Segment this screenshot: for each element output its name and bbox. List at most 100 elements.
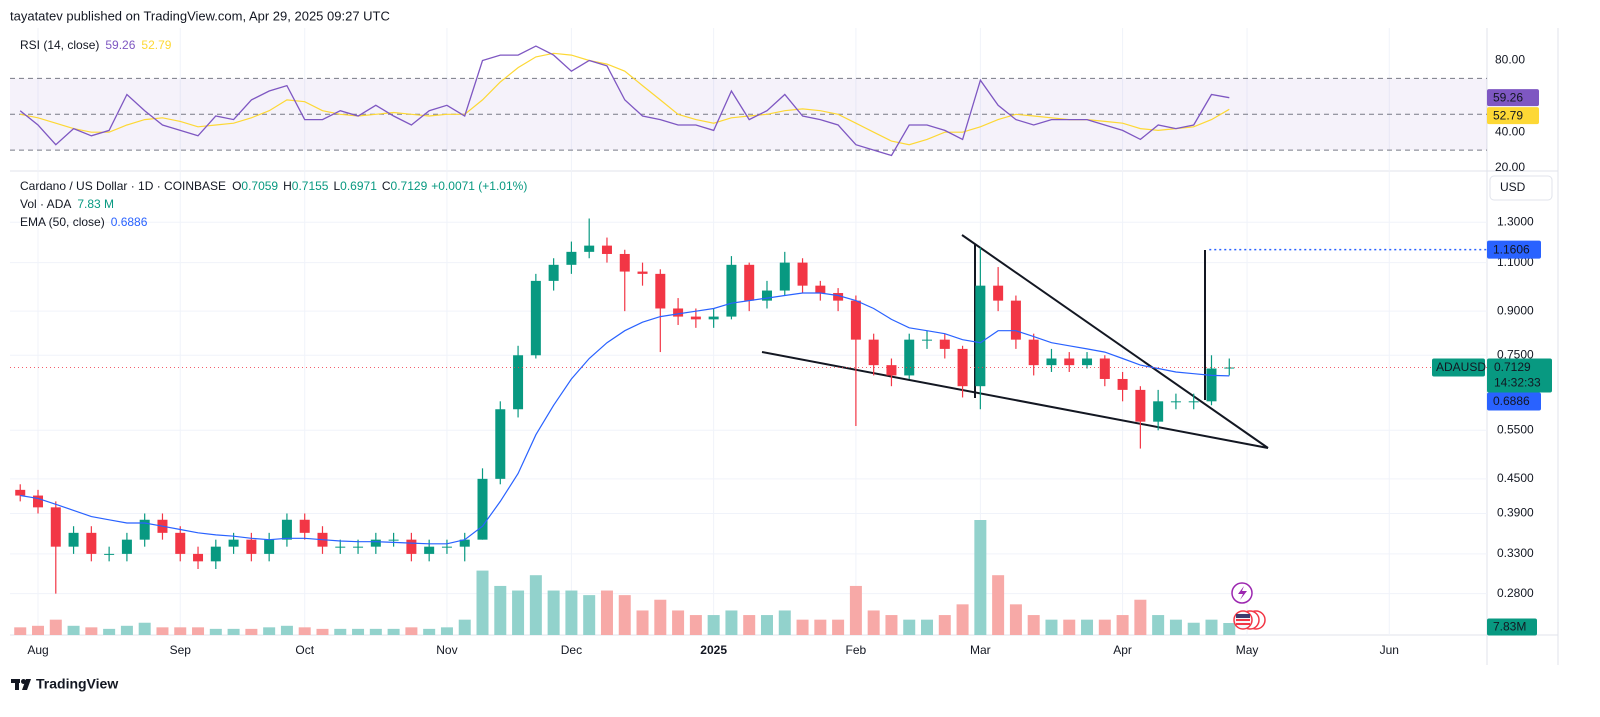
volume-bar (832, 619, 845, 635)
rsi-tag: 59.26 (1493, 90, 1523, 104)
volume-bar (49, 619, 62, 635)
candle-body (513, 355, 524, 410)
volume-tag: 7.83M (1493, 620, 1526, 634)
x-tick-label: Oct (295, 643, 314, 657)
y-tick-label: 1.3000 (1497, 214, 1534, 228)
candle-body (495, 409, 506, 479)
volume-bar (743, 615, 756, 635)
candle-body (1206, 368, 1217, 402)
legend-value: 0.7155 (292, 179, 329, 193)
legend-key: O (232, 179, 241, 193)
volume-bar (725, 610, 738, 635)
candle-body (922, 339, 933, 341)
candle-body (673, 308, 684, 317)
volume-bar (992, 575, 1005, 635)
volume-legend-value: 7.83 M (77, 197, 114, 211)
candle-body (281, 519, 292, 540)
candle-body (584, 245, 595, 252)
volume-bar (867, 610, 880, 635)
wedge-upper-line (961, 234, 1269, 449)
candle-body (1010, 300, 1021, 340)
volume-bar (174, 627, 187, 635)
volume-bar (316, 628, 329, 635)
legend-key: C (382, 179, 391, 193)
candle-body (424, 546, 435, 554)
countdown: 14:32:33 (1494, 376, 1541, 390)
volume-bar (547, 590, 560, 635)
currency-label[interactable]: USD (1500, 180, 1526, 194)
volume-bar (192, 627, 205, 635)
y-tick-label: 0.7500 (1497, 347, 1534, 361)
volume-bar (689, 615, 702, 635)
candle-body (690, 316, 701, 320)
volume-bar (1223, 622, 1236, 635)
candle-body (1082, 358, 1093, 366)
candle-body (299, 519, 310, 533)
legend-key: H (283, 179, 292, 193)
volume-bar (387, 628, 400, 635)
candle-body (779, 262, 790, 291)
candle-body (850, 300, 861, 340)
candle-body (1046, 358, 1057, 366)
candle-body (708, 316, 719, 320)
rsi-tick-label: 80.00 (1495, 53, 1525, 67)
volume-bar (1134, 599, 1147, 635)
rsi-legend: RSI (14, close) 59.26 52.79 (20, 38, 172, 52)
candle-body (761, 290, 772, 301)
x-tick-label: Jun (1380, 643, 1399, 657)
legend-value: 0.7129 (391, 179, 428, 193)
volume-bar (921, 619, 934, 635)
candle-body (246, 539, 257, 554)
candle-body (1064, 358, 1075, 366)
price-pane (10, 172, 1487, 635)
candle-body (548, 264, 559, 281)
ema-legend: EMA (50, close) 0.6886 (20, 215, 148, 229)
x-tick-label: Nov (436, 643, 457, 657)
target-tag-box (1487, 240, 1541, 259)
candle-body (886, 365, 897, 376)
flag-glyph (1236, 614, 1250, 618)
volume-bar (1187, 622, 1200, 635)
volume-bar (1045, 619, 1058, 635)
volume-bar (67, 625, 80, 635)
volume-bar (263, 627, 276, 635)
volume-bar (654, 599, 667, 635)
rsi-ma-tag-box (1487, 107, 1539, 125)
legend-value: 0.7059 (241, 179, 278, 193)
volume-bar (458, 619, 471, 635)
candle-body (139, 519, 150, 540)
candle-body (566, 251, 577, 265)
candle-body (655, 273, 666, 309)
volume-tag-box (1487, 618, 1537, 636)
flag-glyph (1236, 623, 1250, 625)
volume-bar (423, 628, 436, 635)
volume-bar (672, 610, 685, 635)
volume-bar (707, 615, 720, 635)
x-tick-label: Mar (970, 643, 991, 657)
x-tick-label: Sep (170, 643, 192, 657)
candle-body (353, 546, 364, 548)
rsi-ma-tag: 52.79 (1493, 108, 1523, 122)
candle-body (33, 495, 44, 508)
axes: Aug Sep Oct Nov Dec 2025 Feb Mar Apr May Jun 80.00 4… (27, 53, 1552, 657)
volume-bar (885, 615, 898, 635)
candle-body (50, 507, 61, 547)
candle-body (335, 546, 346, 548)
footer-brand: TradingView (36, 676, 118, 692)
volume-bar (618, 595, 631, 635)
currency-button[interactable] (1489, 175, 1553, 201)
candle-body (1099, 358, 1110, 379)
candle-body (868, 339, 879, 366)
volume-bar (903, 619, 916, 635)
price-legend-title: Cardano / US Dollar · 1D · COINBASE (20, 179, 226, 193)
candle-body (441, 546, 452, 548)
volume-bar (352, 628, 365, 635)
volume-bar (476, 570, 489, 635)
candle-body (104, 553, 115, 555)
ema-legend-value: 0.6886 (111, 215, 148, 229)
candle-body (193, 553, 204, 562)
candle-body (406, 539, 417, 554)
volume-bar (1098, 619, 1111, 635)
volume-bar (227, 628, 240, 635)
